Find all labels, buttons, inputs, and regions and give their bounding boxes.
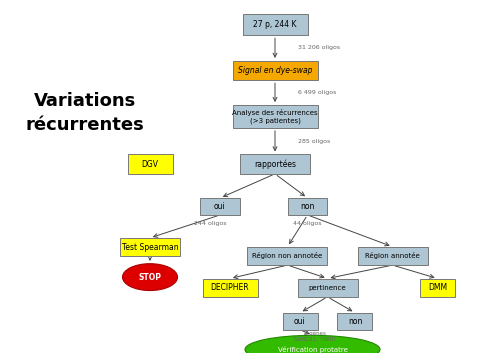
Text: non: non [348, 317, 362, 326]
Text: Région annotée: Région annotée [365, 252, 420, 259]
Text: Variations
récurrentes: Variations récurrentes [26, 92, 144, 134]
Text: 2 gènes
SORC31, TNMD: 2 gènes SORC31, TNMD [294, 330, 336, 342]
Text: DMM: DMM [428, 283, 447, 292]
Text: oui: oui [294, 317, 306, 326]
Ellipse shape [122, 264, 178, 291]
Ellipse shape [245, 335, 380, 353]
FancyBboxPatch shape [242, 14, 308, 35]
Text: Signal en dye-swap: Signal en dye-swap [238, 66, 312, 75]
Text: DECIPHER: DECIPHER [210, 283, 250, 292]
Text: 31 206 oligos: 31 206 oligos [298, 45, 340, 50]
FancyBboxPatch shape [338, 313, 372, 330]
FancyBboxPatch shape [298, 279, 358, 297]
Text: Région non annotée: Région non annotée [252, 252, 322, 259]
Text: 244 oligos: 244 oligos [194, 221, 226, 226]
FancyBboxPatch shape [202, 279, 258, 297]
Text: pertinence: pertinence [308, 285, 346, 291]
Text: DGV: DGV [142, 160, 158, 169]
FancyBboxPatch shape [282, 313, 318, 330]
Text: 44 oligos: 44 oligos [293, 221, 322, 226]
FancyBboxPatch shape [232, 105, 318, 128]
FancyBboxPatch shape [232, 61, 318, 80]
Text: Test Spearman: Test Spearman [122, 243, 178, 252]
Text: rapportées: rapportées [254, 160, 296, 169]
Text: 285 oligos: 285 oligos [298, 139, 330, 144]
Text: Analyse des récurrences
(>3 patientes): Analyse des récurrences (>3 patientes) [232, 109, 318, 124]
Text: 27 p, 244 K: 27 p, 244 K [254, 20, 297, 29]
FancyBboxPatch shape [240, 154, 310, 174]
Text: STOP: STOP [138, 273, 162, 282]
FancyBboxPatch shape [420, 279, 455, 297]
Text: Vérification protatre: Vérification protatre [278, 346, 347, 353]
Text: non: non [300, 202, 314, 211]
FancyBboxPatch shape [288, 198, 328, 215]
FancyBboxPatch shape [248, 247, 328, 265]
FancyBboxPatch shape [120, 238, 180, 256]
FancyBboxPatch shape [128, 154, 172, 174]
Text: oui: oui [214, 202, 226, 211]
Text: 6 499 oligos: 6 499 oligos [298, 90, 336, 95]
FancyBboxPatch shape [358, 247, 428, 265]
FancyBboxPatch shape [200, 198, 240, 215]
